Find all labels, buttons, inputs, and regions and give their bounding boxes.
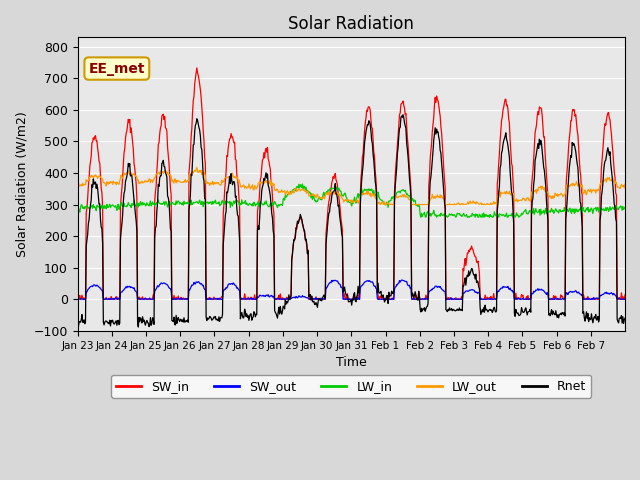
LW_out (74, 181, 81, 187)
SW_out (439, 288, 447, 293)
Rnet (239, 315, 247, 321)
SW_in (74, 295, 81, 301)
Text: EE_met: EE_met (88, 61, 145, 75)
Rnet (409, 292, 417, 298)
LW_in (417, 215, 425, 220)
LW_in (621, 204, 629, 210)
SW_out (74, 297, 81, 302)
LW_out (287, 192, 295, 197)
Y-axis label: Solar Radiation (W/m2): Solar Radiation (W/m2) (15, 111, 28, 257)
Rnet (134, 324, 142, 330)
LW_out (266, 177, 274, 183)
Title: Solar Radiation: Solar Radiation (289, 15, 414, 33)
X-axis label: Time: Time (336, 356, 367, 369)
LW_out (376, 202, 384, 207)
Rnet (287, 293, 295, 299)
SW_out (621, 297, 629, 302)
LW_in (408, 195, 416, 201)
LW_in (138, 203, 146, 208)
LW_in (440, 212, 447, 218)
LW_out (440, 196, 447, 202)
Rnet (266, 193, 274, 199)
SW_out (266, 294, 273, 300)
Line: SW_out: SW_out (77, 280, 625, 300)
Line: Rnet: Rnet (77, 115, 625, 327)
SW_out (408, 297, 416, 302)
LW_out (138, 179, 146, 184)
SW_in (74, 297, 82, 302)
Rnet (139, 314, 147, 320)
LW_in (299, 181, 307, 187)
LW_in (239, 201, 246, 206)
Line: LW_out: LW_out (77, 168, 625, 204)
Rnet (621, 315, 629, 321)
SW_out (287, 297, 294, 302)
SW_out (399, 277, 406, 283)
SW_in (139, 294, 147, 300)
SW_in (288, 255, 296, 261)
Rnet (440, 190, 447, 195)
SW_in (621, 292, 629, 298)
Legend: SW_in, SW_out, LW_in, LW_out, Rnet: SW_in, SW_out, LW_in, LW_out, Rnet (111, 375, 591, 398)
LW_in (266, 204, 273, 209)
SW_in (268, 181, 275, 187)
LW_out (621, 181, 629, 187)
LW_in (74, 204, 81, 210)
Line: LW_in: LW_in (77, 184, 625, 217)
LW_out (193, 165, 201, 170)
SW_in (240, 297, 248, 302)
LW_in (287, 191, 294, 196)
SW_in (440, 166, 447, 172)
SW_in (193, 65, 201, 71)
Rnet (399, 112, 407, 118)
SW_out (239, 296, 246, 302)
Line: SW_in: SW_in (77, 68, 625, 300)
SW_in (409, 297, 417, 302)
Rnet (74, 319, 81, 324)
LW_out (239, 182, 247, 188)
SW_out (138, 297, 146, 302)
LW_out (409, 202, 417, 207)
